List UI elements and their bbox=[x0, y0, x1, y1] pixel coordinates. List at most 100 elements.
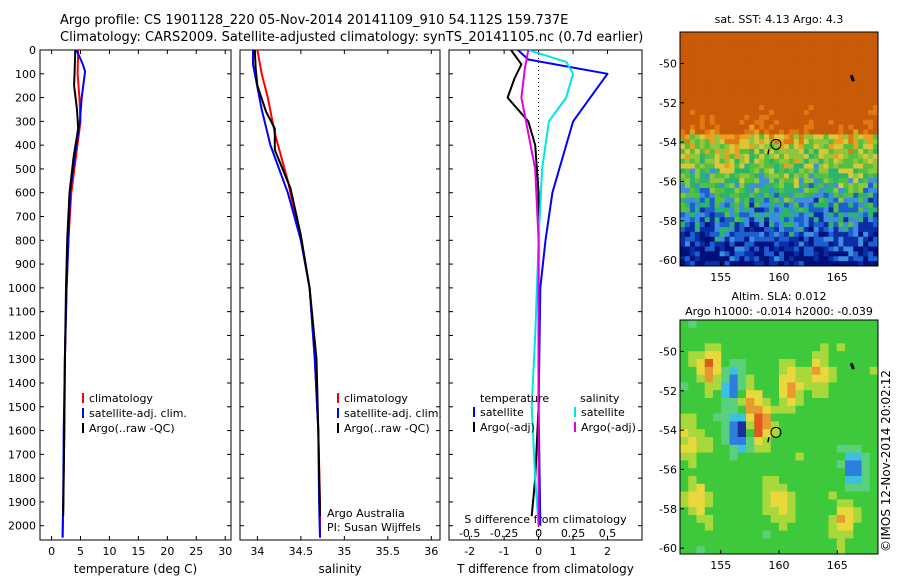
sst-map-cell bbox=[714, 100, 721, 106]
sst-map-cell bbox=[709, 246, 716, 252]
temp-legend-0-label: climatology bbox=[89, 392, 153, 405]
sst-map-cell bbox=[783, 124, 790, 131]
sla-map-cell bbox=[729, 366, 739, 376]
sla-map-cell bbox=[861, 452, 871, 461]
sla-map-cell bbox=[836, 327, 846, 337]
sst-map-cell bbox=[868, 227, 874, 233]
sst-map-cell bbox=[848, 222, 854, 228]
sst-map-cell bbox=[779, 41, 785, 48]
sst-map-cell bbox=[754, 66, 760, 72]
title-line-2: Climatology: CARS2009. Satellite-adjuste… bbox=[60, 30, 644, 45]
sst-map-cell bbox=[868, 129, 874, 135]
sst-map-cell bbox=[793, 192, 800, 199]
sst-map-cell bbox=[833, 217, 839, 223]
sla-map-cell bbox=[869, 507, 878, 516]
sst-map-cell bbox=[833, 66, 839, 72]
sla-map-cell bbox=[754, 320, 764, 329]
sst-map-cell bbox=[873, 110, 878, 116]
sst-map-cell bbox=[848, 105, 854, 111]
sst-map-cell bbox=[779, 134, 785, 140]
sst-map-cell bbox=[739, 51, 745, 57]
sst-map-cell bbox=[680, 41, 686, 48]
sla-map-cell bbox=[869, 460, 878, 469]
sla-map-cell bbox=[704, 359, 714, 368]
sst-map-cell bbox=[734, 51, 740, 57]
sst-map-cell bbox=[754, 56, 760, 62]
sla-map-cell bbox=[869, 530, 878, 539]
sst-map-cell bbox=[843, 217, 849, 223]
sla-map-cell bbox=[853, 343, 863, 352]
sst-map-cell bbox=[764, 207, 770, 213]
sla-map-cell bbox=[803, 320, 813, 329]
sst-map-cell bbox=[803, 188, 810, 194]
sst-map-cell bbox=[798, 153, 805, 160]
sst-map-cell bbox=[739, 256, 745, 262]
sla-map-cell bbox=[845, 390, 854, 399]
sst-map-cell bbox=[754, 241, 760, 248]
temp-xlabel: temperature (deg C) bbox=[74, 562, 197, 576]
sst-map-cell bbox=[843, 144, 849, 150]
sla-map-cell bbox=[812, 515, 821, 524]
sst-map-cell bbox=[719, 222, 726, 228]
sst-map-cell bbox=[769, 246, 775, 252]
sla-map-cell bbox=[713, 452, 722, 461]
sla-map-cell bbox=[853, 413, 863, 422]
sst-map-cell bbox=[689, 236, 696, 243]
sst-map-cell bbox=[689, 241, 696, 248]
sal-legend-0-label: climatology bbox=[344, 392, 408, 405]
sst-map-cell bbox=[719, 144, 726, 150]
sst-map-cell bbox=[680, 144, 686, 150]
sst-map-cell bbox=[739, 144, 745, 150]
sst-map-cell bbox=[823, 207, 830, 213]
sla-map-cell bbox=[787, 468, 797, 477]
sst-map-cell bbox=[828, 46, 835, 53]
sst-map-cell bbox=[719, 80, 726, 87]
sst-map-cell bbox=[704, 241, 711, 248]
sst-map-cell bbox=[868, 124, 874, 131]
sst-map-cell bbox=[868, 207, 874, 213]
sst-map-cell bbox=[699, 105, 706, 111]
sst-map-cell bbox=[714, 153, 721, 160]
sst-map-cell bbox=[739, 168, 745, 174]
sst-map-cell bbox=[774, 222, 780, 228]
sst-map-cell bbox=[788, 139, 795, 145]
sst-map-cell bbox=[828, 251, 835, 257]
sla-map-cell bbox=[861, 382, 871, 391]
sst-map-cell bbox=[734, 163, 740, 170]
sla-map-cell bbox=[721, 405, 731, 415]
sst-map-cell bbox=[798, 212, 805, 218]
sst-map-cell bbox=[779, 46, 785, 53]
sst-map-cell bbox=[709, 119, 716, 126]
sla-map-cell bbox=[869, 538, 878, 547]
sst-map-cell bbox=[719, 261, 726, 266]
sst-map-cell bbox=[684, 144, 691, 150]
sst-map-cell bbox=[783, 188, 790, 194]
sst-map-cell bbox=[754, 85, 760, 92]
sst-map-cell bbox=[798, 41, 805, 48]
sst-map-cell bbox=[838, 32, 844, 38]
sst-map-cell bbox=[813, 256, 820, 262]
sst-map-cell bbox=[744, 173, 750, 179]
sst-map-cell bbox=[848, 100, 854, 106]
sst-map-cell bbox=[843, 227, 849, 233]
sst-map-cell bbox=[783, 61, 790, 67]
sst-map-cell bbox=[734, 222, 740, 228]
sst-map-cell bbox=[714, 222, 721, 228]
sst-map-cell bbox=[818, 153, 825, 160]
sst-map-cell bbox=[858, 207, 864, 213]
sst-map-cell bbox=[714, 114, 721, 121]
sst-map-cell bbox=[788, 80, 795, 87]
sst-map-cell bbox=[863, 80, 869, 87]
sst-map-cell bbox=[744, 61, 750, 67]
sst-map-cell bbox=[714, 75, 721, 82]
sst-map-cell bbox=[754, 153, 760, 160]
sla-map-cell bbox=[828, 390, 838, 399]
sst-map-cell bbox=[749, 217, 755, 223]
sst-map-cell bbox=[838, 183, 844, 189]
depth-tick-label: 1600 bbox=[8, 425, 36, 438]
sst-map-cell bbox=[793, 178, 800, 184]
sst-map-cell bbox=[749, 124, 755, 131]
sla-map-cell bbox=[754, 413, 764, 422]
sst-map-cell bbox=[739, 197, 745, 204]
sst-map-cell bbox=[709, 173, 716, 179]
